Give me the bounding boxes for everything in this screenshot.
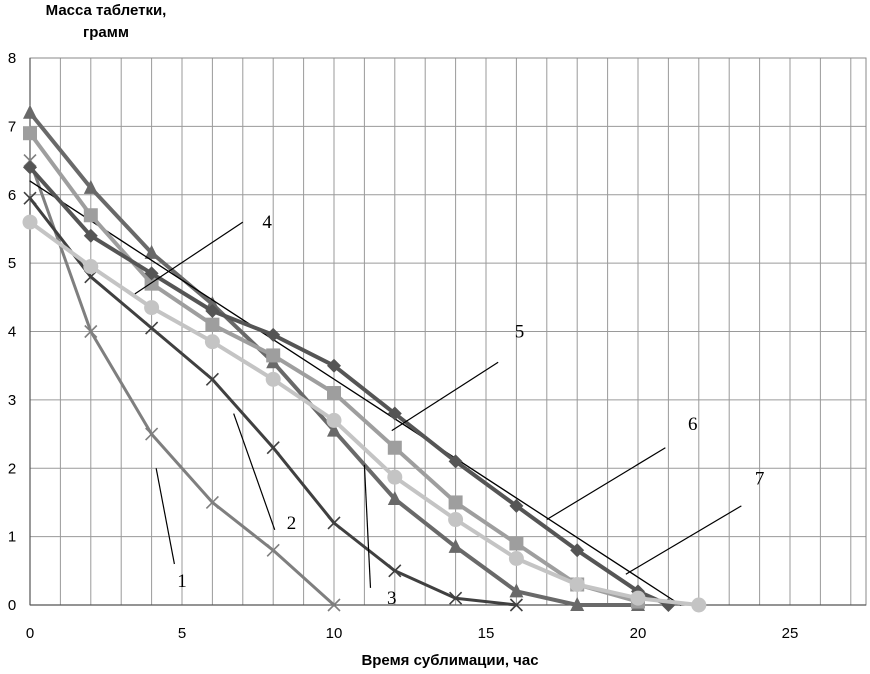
circle-marker — [448, 512, 464, 528]
diamond-marker — [83, 228, 98, 243]
diamond-marker — [144, 266, 159, 281]
leader-line — [363, 464, 372, 588]
circle-marker — [265, 371, 281, 387]
square-marker — [205, 317, 220, 332]
x-tick-label: 0 — [26, 625, 34, 642]
x-marker — [449, 591, 463, 605]
callout-label: 2 — [287, 513, 297, 534]
triangle-marker — [509, 583, 524, 598]
x-tick-label: 15 — [478, 625, 495, 642]
x-marker — [145, 427, 159, 441]
square-marker — [83, 208, 98, 223]
x-tick-label: 20 — [630, 625, 647, 642]
circle-marker — [204, 334, 220, 350]
y-tick-label: 5 — [8, 255, 16, 272]
triangle-marker — [448, 538, 463, 553]
square-marker — [509, 536, 524, 551]
x-marker — [327, 598, 341, 612]
callout-label: 5 — [515, 322, 525, 343]
x-marker — [388, 564, 402, 578]
callout-1: 1 — [155, 468, 187, 592]
leader-line — [625, 505, 742, 575]
y-tick-label: 4 — [8, 324, 16, 341]
diamond-marker — [448, 454, 463, 469]
y-tick-label: 6 — [8, 187, 16, 204]
x-marker — [327, 516, 341, 530]
diamond-marker — [23, 160, 37, 175]
x-marker — [205, 495, 219, 510]
circle-marker — [326, 412, 342, 428]
series-line — [28, 220, 701, 607]
square-marker — [387, 440, 402, 455]
triangle-marker — [327, 422, 341, 437]
diamond-marker — [387, 406, 402, 421]
triangle-marker — [23, 104, 37, 119]
series-3 — [23, 104, 645, 611]
callout-6: 6 — [546, 414, 698, 521]
x-axis-title: Время сублимации, час — [361, 652, 539, 669]
leader-line — [233, 413, 276, 530]
x-marker — [23, 191, 37, 205]
series-line — [29, 180, 682, 606]
circle-marker — [508, 551, 524, 567]
diamond-marker — [509, 498, 524, 513]
series-4 — [29, 180, 682, 606]
diamond-marker — [266, 327, 281, 342]
triangle-marker — [144, 244, 159, 259]
leader-line — [391, 361, 499, 432]
square-marker — [327, 386, 341, 401]
callout-label: 4 — [262, 212, 272, 233]
diamond-marker — [570, 543, 585, 558]
triangle-marker — [83, 179, 98, 194]
series-line — [28, 165, 671, 607]
diamond-marker — [205, 303, 220, 318]
circle-marker — [630, 590, 646, 606]
callout-5: 5 — [391, 322, 525, 432]
circle-marker — [144, 300, 160, 316]
circle-marker — [691, 597, 707, 613]
square-marker — [266, 348, 281, 363]
x-marker — [266, 543, 280, 557]
circle-marker — [22, 214, 38, 230]
triangle-marker — [387, 491, 402, 506]
x-tick-label: 5 — [178, 625, 186, 642]
callout-label: 7 — [755, 469, 765, 490]
x-marker — [509, 598, 523, 612]
circle-marker — [569, 576, 585, 592]
leader-line — [546, 447, 666, 521]
series-6 — [23, 160, 676, 612]
series-line — [28, 159, 336, 607]
y-tick-label: 3 — [8, 392, 16, 409]
callout-3: 3 — [363, 464, 397, 609]
x-tick-label: 25 — [782, 625, 799, 642]
series-7 — [22, 214, 707, 613]
triangle-marker — [570, 597, 585, 611]
y-tick-label: 8 — [8, 50, 16, 67]
y-tick-label: 7 — [8, 118, 16, 135]
y-tick-label: 0 — [8, 597, 16, 614]
y-tick-label: 2 — [8, 460, 16, 477]
leader-line — [155, 468, 175, 565]
y-tick-label: 1 — [8, 529, 16, 546]
x-marker — [266, 441, 280, 455]
x-marker — [145, 321, 159, 335]
callout-label: 1 — [177, 571, 187, 592]
callout-label: 3 — [387, 588, 397, 609]
square-marker — [448, 495, 463, 510]
y-axis-title: Масса таблетки, грамм — [45, 2, 167, 41]
callout-4: 4 — [134, 212, 272, 295]
x-marker — [205, 372, 219, 386]
callout-7: 7 — [625, 469, 765, 575]
callout-label: 6 — [688, 414, 698, 435]
x-tick-label: 10 — [326, 625, 343, 642]
diamond-marker — [327, 358, 341, 373]
leader-line — [134, 221, 244, 295]
callout-2: 2 — [233, 413, 297, 534]
x-marker — [84, 324, 98, 339]
circle-marker — [387, 469, 403, 485]
circle-marker — [83, 259, 99, 275]
square-marker — [23, 126, 37, 141]
